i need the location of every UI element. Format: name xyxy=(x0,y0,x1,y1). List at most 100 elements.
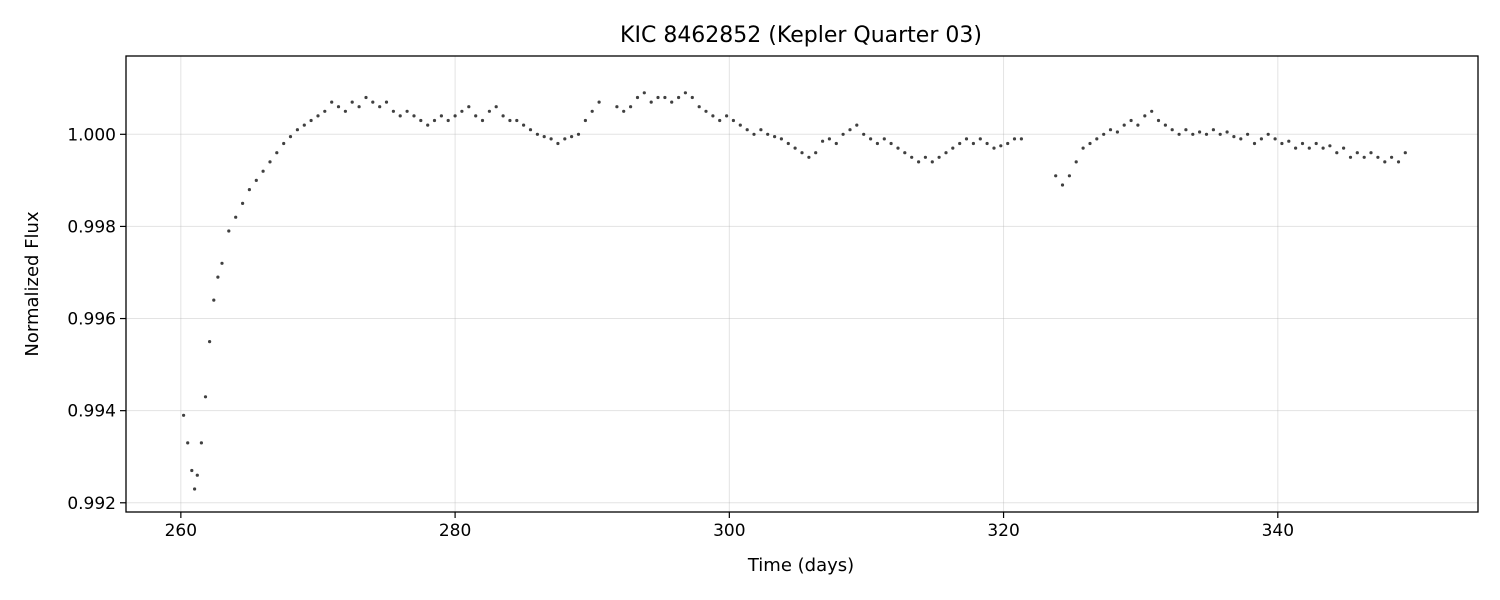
data-point xyxy=(718,118,722,123)
data-point xyxy=(261,169,265,173)
y-tick-label: 0.992 xyxy=(67,494,116,514)
data-point xyxy=(944,151,948,155)
data-point xyxy=(937,155,941,159)
data-point xyxy=(268,160,272,164)
data-point xyxy=(1280,141,1284,146)
data-point xyxy=(398,114,402,118)
data-point xyxy=(371,100,375,104)
data-point xyxy=(848,128,852,132)
data-point xyxy=(663,95,667,100)
data-point xyxy=(773,135,777,139)
data-point xyxy=(1287,139,1291,143)
data-point xyxy=(1211,128,1215,132)
data-point xyxy=(1239,137,1243,141)
data-point xyxy=(522,123,526,127)
data-point xyxy=(752,132,756,136)
data-point xyxy=(738,123,742,127)
data-point xyxy=(889,141,893,146)
data-point xyxy=(336,105,341,109)
data-point xyxy=(216,275,220,279)
data-point xyxy=(834,141,838,146)
data-point xyxy=(426,123,430,127)
data-point xyxy=(882,137,886,141)
data-point xyxy=(814,151,818,155)
data-point xyxy=(419,118,423,123)
data-point xyxy=(241,201,245,205)
x-tick-label: 340 xyxy=(1262,521,1294,541)
data-point xyxy=(1390,155,1394,159)
data-point xyxy=(570,135,574,139)
data-point xyxy=(1095,137,1099,141)
y-tick-label: 0.996 xyxy=(67,310,116,330)
data-point xyxy=(1218,132,1222,136)
data-point xyxy=(515,118,519,123)
data-point xyxy=(453,114,457,118)
data-point xyxy=(903,151,907,155)
data-point xyxy=(234,215,238,219)
grid-lines xyxy=(126,56,1478,512)
data-point xyxy=(480,118,485,123)
x-tick-label: 260 xyxy=(165,521,197,541)
data-point xyxy=(958,141,962,146)
data-point xyxy=(855,123,859,127)
data-point xyxy=(193,487,197,491)
data-point xyxy=(247,188,251,192)
data-point xyxy=(683,91,688,95)
data-point xyxy=(821,139,825,143)
data-point xyxy=(1191,132,1195,136)
data-point xyxy=(1150,109,1154,113)
data-point xyxy=(494,105,498,109)
x-axis-label: Time (days) xyxy=(747,555,854,576)
data-point xyxy=(1102,132,1106,136)
data-point xyxy=(827,137,832,141)
data-point xyxy=(549,137,553,141)
plot-frame xyxy=(125,55,1479,513)
data-point xyxy=(378,105,382,109)
y-tick-label: 1.000 xyxy=(67,125,116,145)
data-point xyxy=(677,95,681,100)
data-point xyxy=(875,141,880,146)
data-point xyxy=(1060,183,1065,187)
data-point xyxy=(1019,137,1024,141)
data-point xyxy=(364,95,368,100)
data-point xyxy=(323,109,327,113)
data-point xyxy=(1067,174,1071,178)
data-point xyxy=(1122,123,1126,127)
data-point xyxy=(1246,132,1250,136)
data-point xyxy=(186,441,190,445)
data-point xyxy=(786,141,790,146)
data-point xyxy=(508,118,512,123)
x-axis-ticks: 260 280 300 320 340 xyxy=(165,512,1294,541)
y-tick-label: 0.998 xyxy=(67,217,116,237)
data-point xyxy=(615,105,619,109)
data-point xyxy=(629,105,633,109)
data-point xyxy=(869,137,873,141)
data-point xyxy=(1314,141,1318,146)
data-point xyxy=(690,95,694,100)
data-point xyxy=(343,109,347,113)
data-point xyxy=(731,118,736,123)
data-point xyxy=(227,229,231,233)
data-point xyxy=(535,132,540,136)
data-point xyxy=(460,109,464,113)
data-point xyxy=(1074,160,1078,164)
data-points xyxy=(182,91,1407,491)
data-point xyxy=(862,132,866,136)
data-point xyxy=(439,114,443,118)
y-axis-label: Normalized Flux xyxy=(22,211,43,357)
data-point xyxy=(542,135,546,139)
data-point xyxy=(474,114,478,118)
data-point xyxy=(583,118,588,123)
data-point xyxy=(412,114,416,118)
data-point xyxy=(951,146,955,150)
data-point xyxy=(622,109,626,113)
data-point xyxy=(1273,137,1277,141)
data-point xyxy=(1355,151,1359,155)
data-point xyxy=(282,141,286,146)
y-axis-ticks: 0.992 0.994 0.996 0.998 1.000 xyxy=(67,125,126,514)
data-point xyxy=(357,105,361,109)
x-tick-label: 300 xyxy=(713,521,745,541)
data-point xyxy=(635,95,640,100)
data-point xyxy=(1143,114,1147,118)
data-point xyxy=(203,395,208,399)
